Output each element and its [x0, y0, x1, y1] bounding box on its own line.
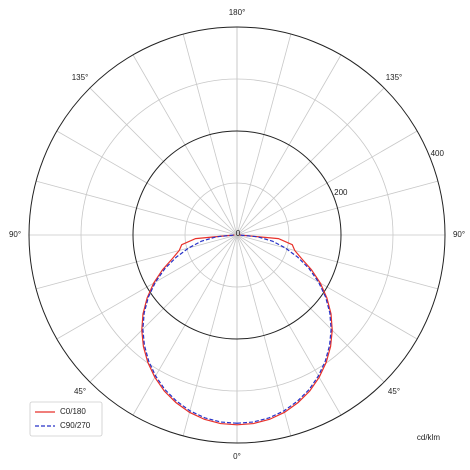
minor-grid-circle: [184, 182, 290, 288]
angle-tick-label: 135°: [386, 73, 403, 82]
grid-circle: [132, 130, 342, 340]
angle-tick-label: 180°: [229, 8, 246, 17]
grid-circle: [28, 26, 446, 444]
angle-tick-label: 90°: [9, 230, 21, 239]
minor-grid-circle: [80, 78, 394, 392]
angle-tick-label: 0°: [233, 452, 241, 461]
angle-tick-label: 90°: [453, 230, 465, 239]
r-tick-label: 0: [236, 229, 241, 238]
r-tick-label: 400: [431, 149, 445, 158]
series-line: [142, 234, 238, 424]
angle-tick-label: 45°: [74, 387, 86, 396]
r-tick-label: 200: [334, 188, 348, 197]
series-line: [141, 234, 238, 426]
legend-label: C90/270: [60, 421, 91, 430]
unit-label: cd/klm: [417, 433, 440, 442]
series-line: [236, 234, 333, 426]
angle-tick-label: 45°: [388, 387, 400, 396]
series-line: [236, 234, 332, 424]
legend-box: [29, 401, 103, 437]
legend-label: C0/180: [60, 407, 86, 416]
angle-tick-label: 135°: [72, 73, 89, 82]
